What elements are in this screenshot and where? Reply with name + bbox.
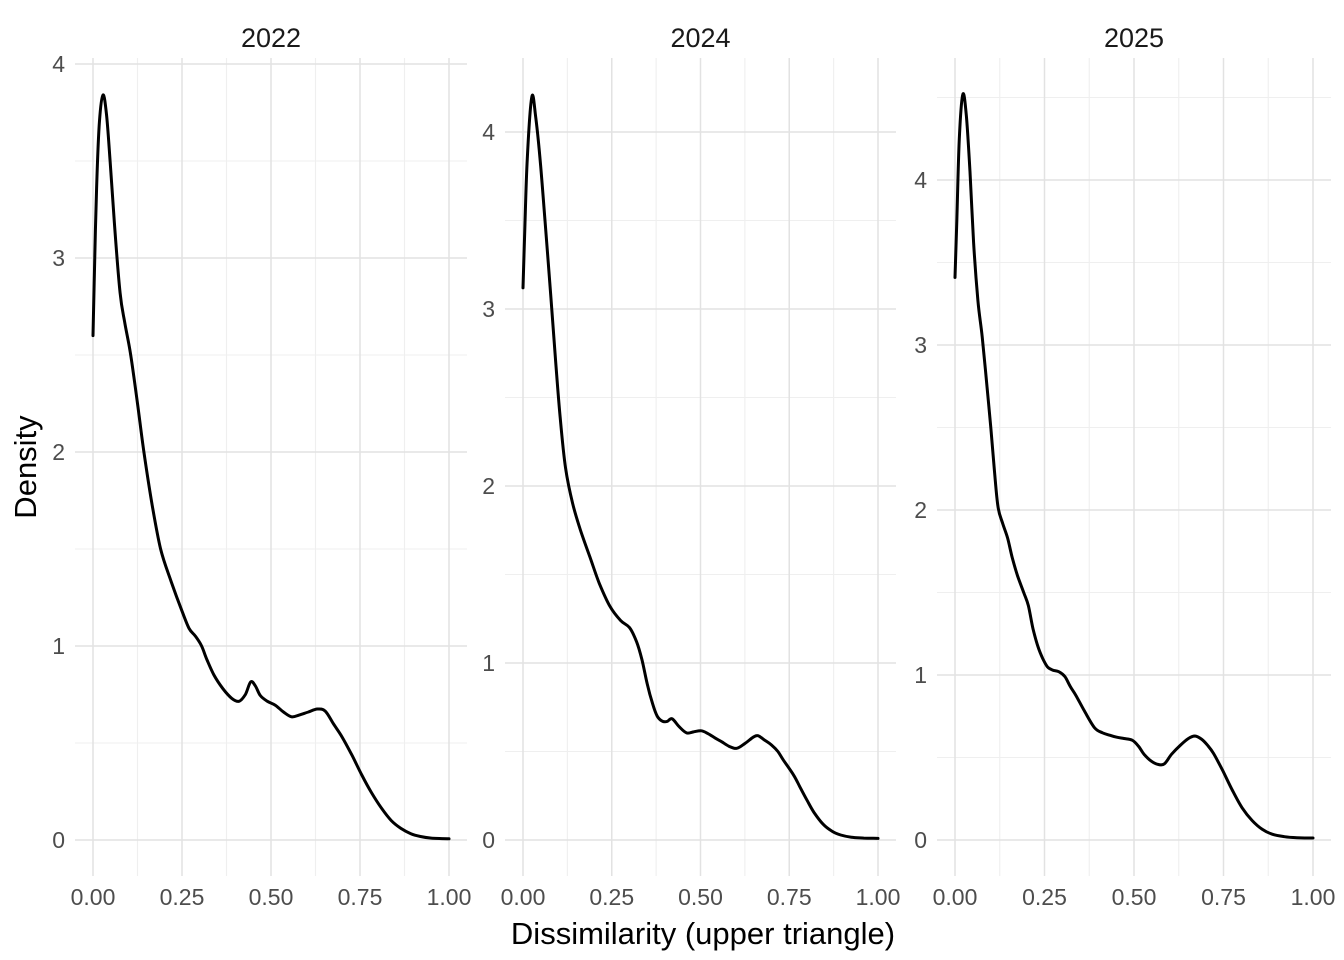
y-tick-label: 1 — [52, 633, 65, 659]
density-curve-2022 — [91, 93, 451, 841]
y-tick-label: 4 — [52, 51, 65, 77]
x-tick-label: 0.00 — [500, 884, 546, 910]
facet-panel-2024 — [505, 58, 896, 876]
x-tick-label: 0.75 — [766, 884, 812, 910]
y-tick-label: 2 — [482, 473, 495, 499]
y-tick-label: 4 — [482, 119, 495, 145]
strip-label-facet-2: 2024 — [670, 23, 731, 53]
y-tick-label: 0 — [52, 827, 65, 853]
x-tick-label: 0.50 — [678, 884, 723, 910]
x-tick-label: 0.25 — [159, 884, 205, 910]
y-tick-label: 0 — [482, 827, 495, 853]
y-tick-label: 0 — [914, 827, 927, 853]
x-tick-label: 0.25 — [1022, 884, 1067, 910]
x-tick-label: 0.50 — [248, 884, 294, 910]
facet-panel-2025 — [937, 58, 1331, 876]
y-tick-label: 1 — [914, 662, 927, 688]
x-tick-label: 0.00 — [932, 884, 978, 910]
density-curve-2024 — [521, 93, 880, 840]
y-axis-title: Density — [8, 415, 43, 519]
facet-panel-2022 — [75, 58, 467, 876]
x-tick-label: 1.00 — [426, 884, 472, 910]
y-tick-label: 3 — [482, 296, 495, 322]
y-tick-label: 2 — [52, 439, 65, 465]
x-tick-label: 0.50 — [1111, 884, 1157, 910]
y-tick-label: 2 — [914, 497, 927, 523]
y-tick-label: 1 — [482, 650, 495, 676]
y-tick-label: 3 — [52, 245, 65, 271]
x-tick-label: 1.00 — [1290, 884, 1336, 910]
x-tick-label: 0.00 — [70, 884, 116, 910]
x-axis-title: Dissimilarity (upper triangle) — [510, 916, 896, 951]
x-tick-label: 0.25 — [589, 884, 635, 910]
y-tick-label: 3 — [914, 332, 927, 358]
x-tick-label: 0.75 — [337, 884, 383, 910]
strip-label-facet-1: 2022 — [240, 23, 302, 53]
density-curve-2025 — [953, 92, 1315, 840]
y-tick-label: 4 — [914, 167, 927, 193]
x-tick-label: 0.75 — [1201, 884, 1246, 910]
x-tick-label: 1.00 — [855, 884, 901, 910]
strip-label-facet-3: 2025 — [1103, 23, 1165, 53]
